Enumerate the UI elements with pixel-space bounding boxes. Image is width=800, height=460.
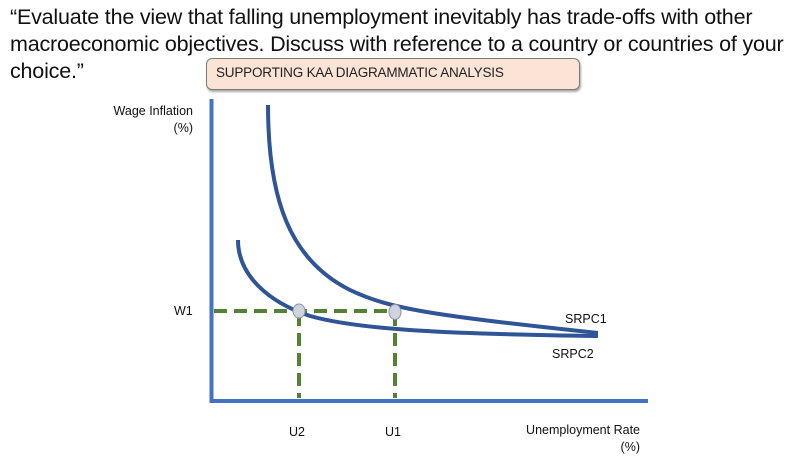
- srpc2-label: SRPC2: [552, 347, 594, 361]
- point-u2-w1: [292, 303, 306, 319]
- srpc2-curve: [236, 239, 599, 338]
- srpc1-label: SRPC1: [565, 312, 607, 326]
- analysis-banner: SUPPORTING KAA DIAGRAMMATIC ANALYSIS: [206, 58, 580, 90]
- essay-question: “Evaluate the view that falling unemploy…: [10, 5, 784, 83]
- y-axis-label: Wage Inflation (%): [113, 104, 193, 135]
- dashed-guides: [214, 309, 397, 398]
- x-axis-label: Unemployment Rate (%): [526, 423, 640, 454]
- u1-label: U1: [385, 425, 401, 439]
- u2-label: U2: [289, 425, 305, 439]
- srpc1-curve: [266, 104, 599, 335]
- point-u1-w1: [388, 304, 402, 320]
- w1-label: W1: [174, 304, 193, 318]
